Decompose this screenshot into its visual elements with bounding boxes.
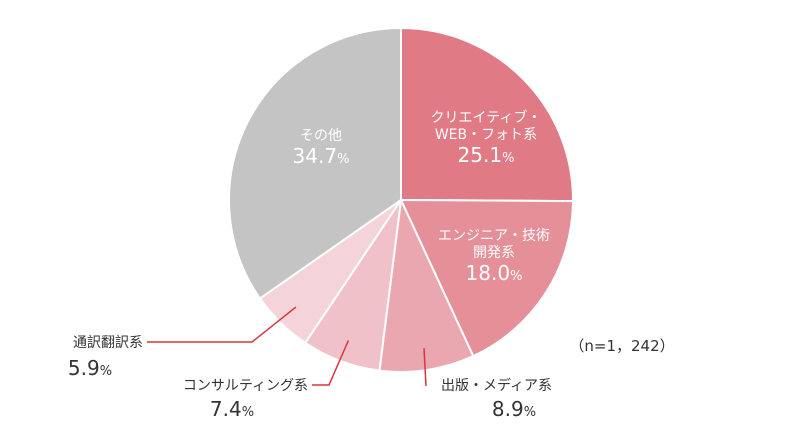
sample-size-note: （n=1，242） bbox=[569, 337, 674, 355]
slice-4-label: コンサルティング系 bbox=[183, 378, 308, 394]
slice-5-label: 通訳翻訳系 bbox=[73, 335, 143, 351]
slice-2-label-line-2: 開発系 bbox=[473, 245, 515, 261]
slice-6-wedge bbox=[228, 26, 402, 300]
pie-slices bbox=[228, 26, 575, 373]
slice-1-value: 25.1% bbox=[458, 143, 515, 167]
slice-6-label-line-1: その他 bbox=[300, 128, 342, 144]
slice-3-wedge bbox=[378, 196, 475, 373]
leader-lines bbox=[147, 306, 427, 387]
slice-2-label-line-1: エンジニア・技術 bbox=[438, 228, 550, 244]
slice-5-value: 5.9% bbox=[68, 356, 112, 380]
slice-4-value: 7.4% bbox=[210, 397, 254, 421]
slice-4-leader bbox=[312, 340, 350, 386]
slice-5-leader bbox=[147, 306, 297, 343]
slice-2-value: 18.0% bbox=[466, 261, 523, 285]
slice-1-label-line-1: クリエイティブ・ bbox=[431, 109, 542, 126]
slice-2-wedge bbox=[399, 198, 575, 358]
slice-3-label: 出版・メディア系 bbox=[441, 377, 552, 394]
slice-1-wedge bbox=[400, 26, 575, 203]
slice-6-value: 34.7% bbox=[293, 144, 350, 168]
slice-1-label-line-2: WEB・フォト系 bbox=[435, 127, 537, 143]
slice-3-value: 8.9% bbox=[492, 397, 536, 421]
slice-3-leader bbox=[423, 348, 427, 387]
